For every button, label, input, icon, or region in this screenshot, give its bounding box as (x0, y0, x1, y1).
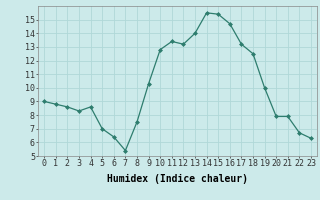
X-axis label: Humidex (Indice chaleur): Humidex (Indice chaleur) (107, 174, 248, 184)
